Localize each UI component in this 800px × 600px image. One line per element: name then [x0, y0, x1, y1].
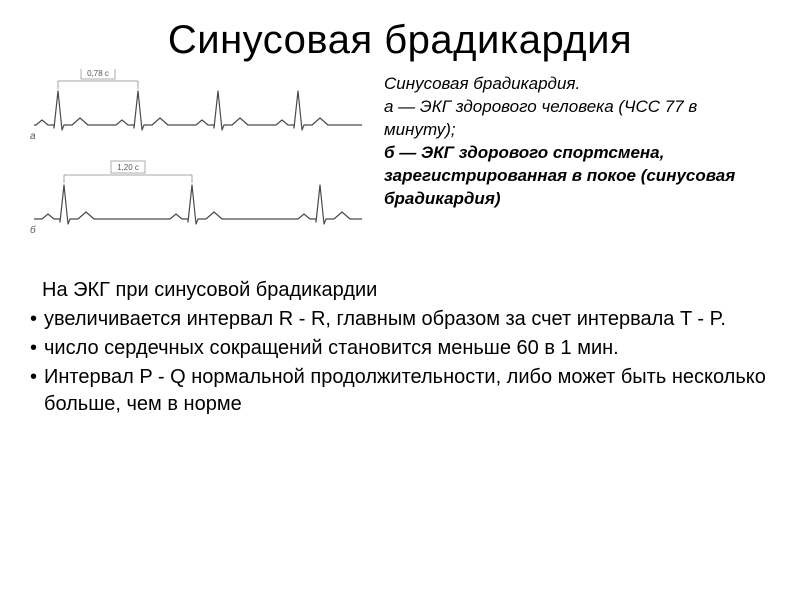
caption-a-prefix: а — [384, 97, 420, 116]
svg-text:а: а [30, 131, 36, 142]
ecg-diagram: 0,78 с а 1,20 с б [28, 69, 368, 259]
list-item: Интервал P - Q нормальной продолжительно… [28, 364, 772, 418]
caption-b: б — ЭКГ здорового спортсмена, зарегистри… [384, 142, 772, 211]
list-item: увеличивается интервал R - R, главным об… [28, 306, 772, 333]
slide: Синусовая брадикардия 0,78 с а 1,20 с б Син… [0, 0, 800, 600]
svg-text:0,78 с: 0,78 с [87, 69, 109, 78]
svg-text:б: б [30, 224, 36, 236]
ecg-caption: Синусовая брадикардия. а — ЭКГ здорового… [384, 69, 772, 259]
caption-b-prefix: б — [384, 143, 421, 162]
bullet-list: увеличивается интервал R - R, главным об… [28, 306, 772, 418]
svg-text:1,20 с: 1,20 с [117, 163, 139, 172]
caption-a: а — ЭКГ здорового человека (ЧСС 77 в мин… [384, 96, 772, 142]
body-text: На ЭКГ при синусовой брадикардии увеличи… [28, 277, 772, 418]
caption-lead: Синусовая брадикардия. [384, 73, 772, 96]
top-row: 0,78 с а 1,20 с б Синусовая брадикардия. а … [28, 69, 772, 259]
list-item: число сердечных сокращений становится ме… [28, 335, 772, 362]
slide-title: Синусовая брадикардия [28, 18, 772, 63]
caption-b-text: ЭКГ здорового спортсмена, зарегистрирова… [384, 143, 735, 208]
body-lead: На ЭКГ при синусовой брадикардии [42, 277, 772, 304]
caption-a-text: ЭКГ здорового человека (ЧСС 77 в минуту)… [384, 97, 697, 139]
